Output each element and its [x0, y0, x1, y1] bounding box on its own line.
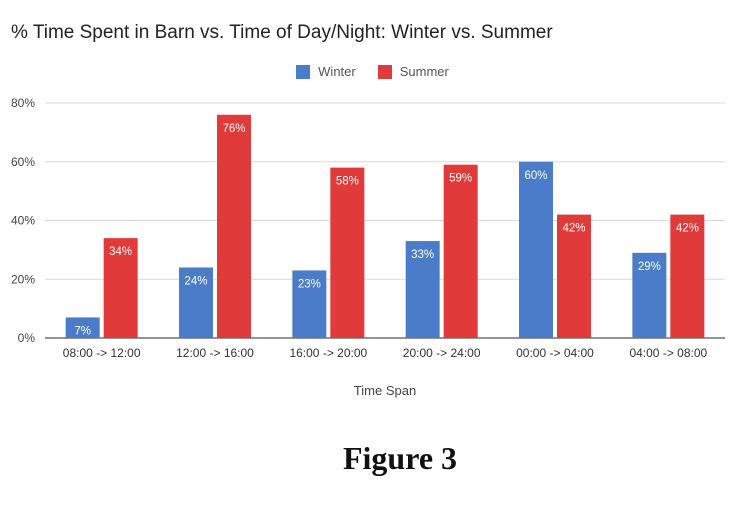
y-tick-label: 60%	[11, 155, 35, 169]
x-tick-label: 08:00 -> 12:00	[63, 346, 141, 360]
bar-summer	[217, 114, 251, 338]
bar-summer	[443, 164, 478, 338]
data-label: 60%	[524, 170, 547, 182]
data-label: 42%	[676, 223, 699, 235]
x-axis-title: Time Span	[353, 383, 417, 398]
chart-title: % Time Spent in Barn vs. Time of Day/Nig…	[11, 22, 553, 43]
figure-caption: Figure 3	[342, 440, 458, 476]
y-tick-label: 40%	[11, 214, 35, 228]
bar-winter	[179, 267, 213, 338]
data-label: 76%	[222, 123, 245, 135]
data-label: 24%	[184, 276, 207, 288]
x-tick-label: 00:00 -> 04:00	[516, 346, 594, 360]
bar-winter	[519, 161, 553, 338]
legend-swatch-winter	[296, 64, 311, 79]
x-tick-label: 12:00 -> 16:00	[176, 346, 254, 360]
y-tick-label: 80%	[11, 96, 35, 110]
legend-swatch-summer	[377, 64, 392, 79]
legend-item-winter: Winter	[296, 64, 356, 79]
data-label: 42%	[562, 223, 585, 235]
x-tick-label: 20:00 -> 24:00	[403, 346, 481, 360]
data-label: 59%	[449, 173, 472, 185]
bar-winter	[292, 270, 327, 338]
bar-summer	[670, 214, 705, 338]
data-label: 33%	[411, 249, 434, 261]
data-label: 34%	[109, 246, 132, 258]
bar-summer	[103, 238, 138, 338]
data-label: 58%	[336, 176, 359, 188]
y-tick-label: 20%	[11, 272, 35, 286]
data-label: 23%	[298, 278, 321, 290]
bar-winter	[405, 241, 440, 338]
bar-winter	[632, 252, 667, 338]
legend-label-winter: Winter	[318, 64, 356, 79]
bar-summer	[557, 214, 591, 338]
y-tick-label: 0%	[18, 331, 36, 345]
data-label: 7%	[74, 325, 91, 337]
bar-winter	[65, 317, 100, 338]
data-label: 29%	[638, 261, 661, 273]
legend: Winter Summer	[0, 64, 745, 79]
legend-item-summer: Summer	[377, 64, 449, 79]
legend-label-summer: Summer	[399, 64, 449, 79]
x-tick-label: 04:00 -> 08:00	[629, 346, 707, 360]
bar-summer	[330, 167, 365, 338]
x-tick-label: 16:00 -> 20:00	[289, 346, 367, 360]
